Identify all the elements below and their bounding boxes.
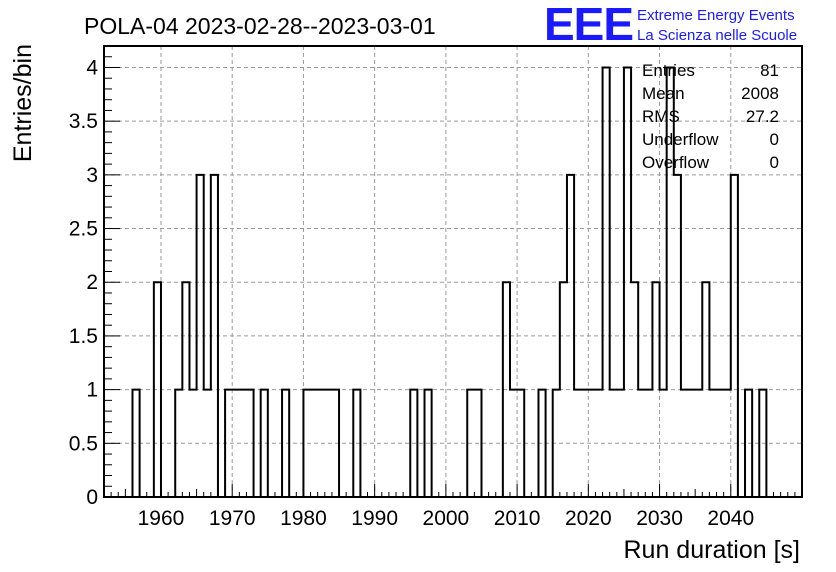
x-tick-label: 2010 <box>494 507 541 530</box>
y-axis-label: Entries/bin <box>9 44 37 162</box>
plot-frame <box>103 45 803 498</box>
y-tick-label: 3 <box>86 164 98 187</box>
eee-logo-mark: EEE <box>544 0 633 50</box>
stat-label: Overflow <box>642 153 710 172</box>
eee-logo: EEE Extreme Energy Events La Scienza nel… <box>544 0 797 50</box>
stat-label: RMS <box>642 107 680 126</box>
logo-line-1: Extreme Energy Events <box>637 7 795 24</box>
grid-lines <box>104 46 802 497</box>
x-tick-label: 1990 <box>351 507 398 530</box>
y-tick-label: 2.5 <box>69 218 98 241</box>
y-tick-label: 0.5 <box>69 432 98 455</box>
y-tick-label: 0 <box>86 486 98 509</box>
x-axis-label: Run duration [s] <box>624 536 801 564</box>
stat-value: 2008 <box>741 84 779 103</box>
stat-label: Mean <box>642 84 685 103</box>
axis-ticks <box>103 45 803 498</box>
x-tick-label: 1980 <box>280 507 327 530</box>
y-tick-label: 4 <box>86 56 98 79</box>
x-tick-label: 1960 <box>138 507 185 530</box>
x-tick-label: 2020 <box>565 507 612 530</box>
x-tick-label: 2030 <box>636 507 683 530</box>
x-tick-label: 2000 <box>423 507 470 530</box>
logo-line-2: La Scienza nelle Scuole <box>637 27 797 44</box>
x-tick-labels: 1960 1970 1980 1990 2000 2010 2020 2030 2040 <box>138 507 755 530</box>
y-tick-label: 1.5 <box>69 325 98 348</box>
stat-value: 0 <box>770 153 779 172</box>
stat-value: 81 <box>760 61 779 80</box>
stat-value: 27.2 <box>746 107 779 126</box>
chart-title: POLA-04 2023-02-28--2023-03-01 <box>84 13 436 39</box>
stat-label: Underflow <box>642 130 719 149</box>
y-tick-label: 2 <box>86 271 98 294</box>
y-tick-label: 1 <box>86 379 98 402</box>
stat-label: Entries <box>642 61 695 80</box>
y-tick-labels: 0 0.5 1 1.5 2 2.5 3 3.5 4 <box>69 56 99 509</box>
x-tick-label: 1970 <box>209 507 256 530</box>
stat-value: 0 <box>770 130 779 149</box>
y-tick-label: 3.5 <box>69 110 98 133</box>
statistics-box: Entries 81 Mean 2008 RMS 27.2 Underflow 0 Overfl… <box>642 61 779 172</box>
x-tick-label: 2040 <box>707 507 754 530</box>
